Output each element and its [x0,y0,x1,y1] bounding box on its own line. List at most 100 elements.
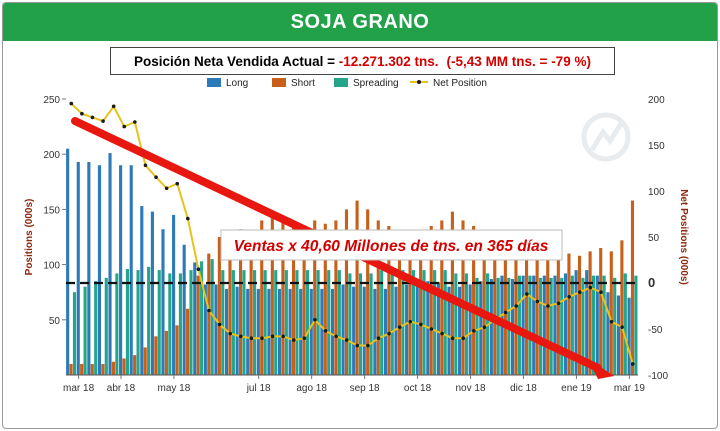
bar-short [80,363,84,375]
bar-long [553,275,557,375]
bar-long [595,275,599,375]
net-position-point [429,327,434,331]
bar-spreading [253,270,257,375]
net-position-point [217,322,222,327]
bar-spreading [284,270,288,375]
bar-spreading [634,275,638,375]
bar-spreading [443,270,447,375]
bar-short [270,214,274,375]
subtitle-value: -12.271.302 tns. [338,53,439,69]
net-position-point [175,181,180,186]
bar-spreading [613,277,617,375]
banner-title: SOJA GRANO [3,3,717,41]
bar-short [450,211,454,375]
x-tick-label: jul 18 [246,383,271,394]
bar-short [588,251,592,375]
bar-long [616,295,621,375]
bar-long [330,288,335,375]
net-position-point [133,120,137,124]
bar-long [606,292,610,375]
bar-long [489,278,493,375]
bar-short [408,231,412,375]
annotation-text: Ventas x 40,60 Millones de tns. en 365 d… [234,238,549,255]
bar-spreading [454,273,458,375]
bar-short [609,251,613,375]
net-position-point [482,325,487,329]
x-tick-label: may 18 [158,383,191,394]
bar-spreading [369,273,373,375]
bar-spreading [358,273,363,375]
bar-spreading [157,270,161,375]
bar-short [302,225,306,375]
subtitle-label: Posición Neta Vendida Actual [134,53,324,69]
bar-spreading [475,277,479,375]
bar-short [599,248,603,375]
legend-label-net-position: Net Position [433,78,487,89]
bar-spreading [422,270,426,375]
bar-short [196,275,200,375]
bar-spreading [623,273,627,375]
bar-long [288,288,292,375]
net-position-point [355,343,360,348]
net-position-point [270,334,275,339]
net-position-point [111,104,116,109]
bar-short [154,336,158,375]
net-position-point [609,319,614,324]
watermark-logo [581,112,631,162]
bar-spreading [390,270,394,375]
net-position-point [90,115,95,120]
bar-short [419,233,423,375]
net-position-point [186,216,190,221]
bar-short [482,231,486,375]
bar-short [472,225,476,375]
annotation-box [220,229,563,261]
bar-long [235,286,239,375]
bar-long [436,282,440,375]
net-position-point [397,325,402,329]
bar-long [256,288,260,375]
bar-short [429,225,433,375]
bar-short [630,200,635,375]
legend: Long Short Spreading Net Position [207,78,487,89]
net-position-point [503,310,508,315]
bar-long [309,288,313,375]
bar-spreading [221,270,225,375]
bar-long [150,211,154,375]
bar-long [532,275,536,375]
bar-spreading [189,270,193,375]
net-position-point [313,318,317,322]
subtitle-detail: (-5,43 MM tns. = -79 %) [446,53,591,69]
net-position-point [599,290,603,295]
net-position-point [366,343,370,348]
bar-short [387,225,391,375]
bar-short [397,237,402,375]
net-position-point [461,336,466,341]
bar-long [341,284,345,375]
net-position-point [408,319,413,324]
bar-long [224,288,229,375]
x-tick-label: ago 18 [296,383,327,394]
x-tick-label: ene 19 [561,383,592,394]
bar-short [376,220,380,375]
bar-spreading [178,273,182,375]
bar-spreading [72,292,77,375]
bar-long [394,286,398,375]
bar-long [574,270,578,375]
bar-short [122,358,126,375]
bar-short [344,209,349,375]
bar-spreading [168,273,172,375]
net-position-point [101,119,105,123]
net-position-point [122,124,127,129]
bar-spreading [305,270,310,375]
bar-long [203,284,207,375]
bar-long [193,262,197,375]
y-axis-label: Positions (000s) [24,199,35,276]
bar-short [133,355,137,375]
y-tick-label: 250 [43,95,60,106]
net-position-point [69,101,74,106]
bar-short [525,251,529,375]
bar-long [161,229,165,375]
net-position-point [207,308,211,313]
bar-short [503,242,507,375]
annotation-layer: Ventas x 40,60 Millones de tns. en 365 d… [71,117,614,379]
